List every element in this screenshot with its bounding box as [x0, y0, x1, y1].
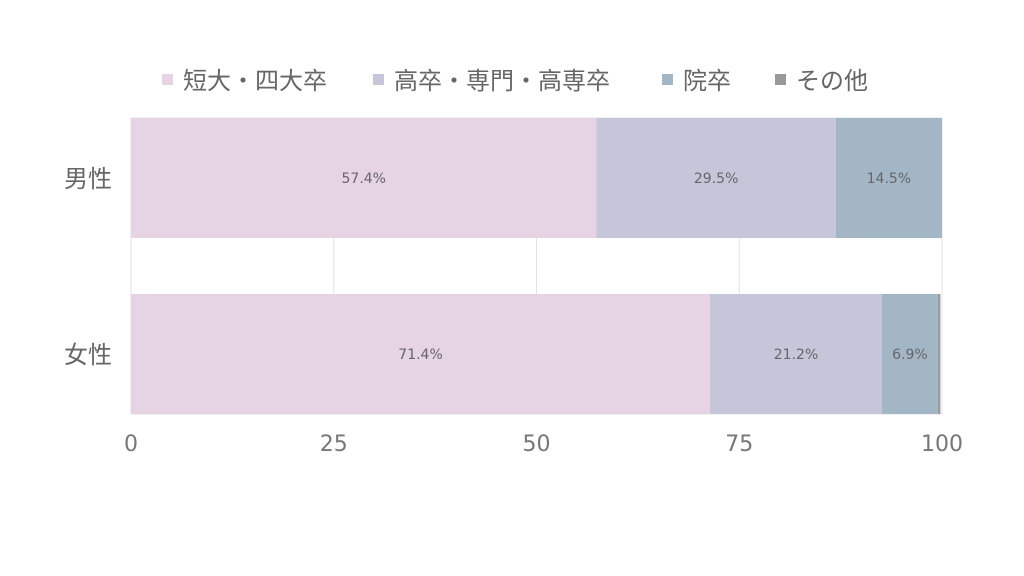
- data-label: 57.4%: [342, 171, 386, 187]
- legend-swatch: [662, 74, 673, 85]
- bars: 57.4% 29.5% 14.5% 71.4% 21.2% 6.9%: [131, 118, 942, 414]
- plot-area: 57.4% 29.5% 14.5% 71.4% 21.2% 6.9%: [130, 117, 943, 415]
- data-label: 6.9%: [892, 347, 928, 363]
- x-tick-label: 0: [124, 432, 138, 457]
- bar-segment: [131, 118, 597, 238]
- legend-label: 短大・四大卒: [183, 67, 327, 95]
- category-label: 男性: [64, 165, 112, 193]
- x-tick-label: 25: [320, 432, 348, 457]
- data-label: 29.5%: [694, 171, 738, 187]
- bar-segment: [881, 294, 938, 414]
- legend: 短大・四大卒 高卒・専門・高専卒 院卒 その他: [162, 67, 868, 95]
- legend-swatch: [775, 74, 786, 85]
- bar-segment: [710, 294, 882, 414]
- x-tick-label: 75: [725, 432, 753, 457]
- legend-label: 高卒・専門・高専卒: [394, 67, 610, 95]
- bar-segment: [596, 118, 836, 238]
- legend-swatch: [373, 74, 384, 85]
- data-label: 21.2%: [774, 347, 818, 363]
- legend-swatch: [162, 74, 173, 85]
- data-label: 71.4%: [398, 347, 442, 363]
- legend-label: 院卒: [683, 67, 731, 95]
- data-label: 14.5%: [867, 171, 911, 187]
- bar-segment: [835, 118, 942, 238]
- x-tick-label: 50: [523, 432, 551, 457]
- bar-segment: [131, 294, 711, 414]
- x-axis-ticks: 0 25 50 75 100: [124, 432, 963, 457]
- x-tick-label: 100: [921, 432, 963, 457]
- bar-segment: [937, 294, 941, 414]
- category-label: 女性: [64, 341, 112, 369]
- legend-label: その他: [796, 67, 868, 95]
